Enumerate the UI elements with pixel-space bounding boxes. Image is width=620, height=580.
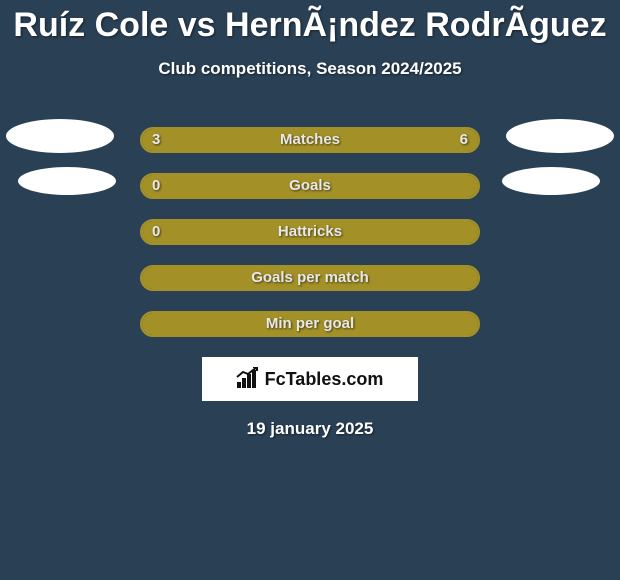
brand-chart-icon [237,370,259,388]
player-left-avatar [6,119,114,153]
stat-bar: 36Matches [140,127,480,153]
stat-bar: 0Hattricks [140,219,480,245]
subtitle: Club competitions, Season 2024/2025 [0,59,620,79]
stat-label: Matches [142,131,478,148]
date-text: 19 january 2025 [0,419,620,439]
stat-label: Goals per match [142,269,478,286]
brand-text: FcTables.com [265,369,384,390]
stat-row: 36Matches [0,117,620,163]
stat-row: Min per goal [0,301,620,347]
stat-row: Goals per match [0,255,620,301]
stats-container: 36Matches 0Goals 0Hattricks Goals per match… [0,117,620,347]
page-title: Ruíz Cole vs HernÃ¡ndez RodrÃ­guez [0,0,620,45]
stat-label: Goals [142,177,478,194]
stat-bar: Min per goal [140,311,480,337]
stat-label: Min per goal [142,315,478,332]
player-right-avatar [506,119,614,153]
stat-bar: 0Goals [140,173,480,199]
stat-label: Hattricks [142,223,478,240]
stat-row: 0Goals [0,163,620,209]
brand-box[interactable]: FcTables.com [202,357,418,401]
stat-row: 0Hattricks [0,209,620,255]
stat-bar: Goals per match [140,265,480,291]
player-right-avatar [502,167,600,195]
player-left-avatar [18,167,116,195]
